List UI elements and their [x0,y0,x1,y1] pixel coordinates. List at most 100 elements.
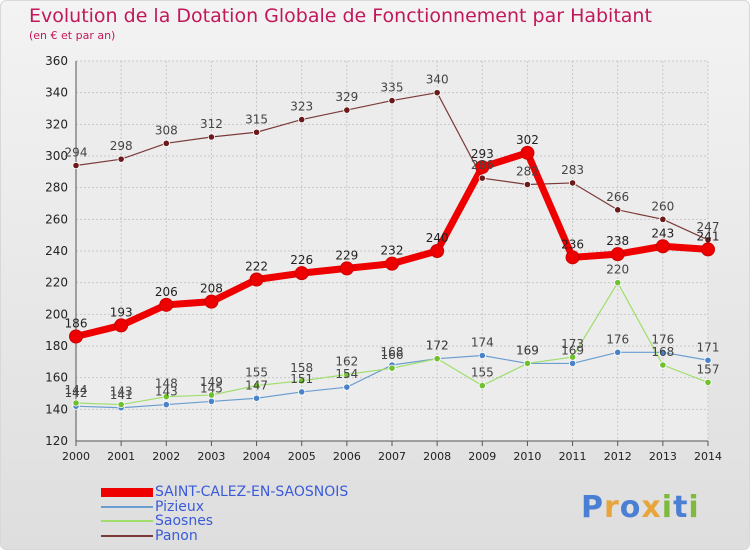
data-point [207,397,216,406]
data-point [433,89,441,97]
data-point [659,348,667,356]
x-tick-label: 2009 [468,450,496,463]
data-point [114,318,129,333]
y-tick-label: 120 [45,434,68,448]
data-label: 229 [335,248,358,262]
chart-title: Evolution de la Dotation Globale de Fonc… [29,5,652,27]
legend-label: SAINT-CALEZ-EN-SAOSNOIS [155,484,349,500]
data-label: 323 [290,100,313,114]
x-tick-label: 2003 [197,450,225,463]
x-tick-label: 2001 [107,450,135,463]
data-label: 241 [697,229,720,243]
data-point [659,215,667,223]
data-point [478,381,486,390]
data-point [117,400,125,409]
chart-subtitle: (en € et par an) [29,29,116,42]
y-tick-label: 200 [45,307,68,321]
data-point [252,381,261,390]
data-point [523,359,532,368]
data-point [343,370,351,379]
legend-swatch [101,520,153,522]
data-point [69,329,83,344]
data-point [430,244,445,258]
data-label: 335 [381,81,404,95]
data-label: 155 [471,366,494,380]
data-label: 171 [697,340,720,354]
data-label: 315 [245,112,268,126]
data-label: 155 [245,366,268,380]
x-tick-label: 2007 [378,450,406,463]
logo-letter: i [688,490,700,525]
logo-letter: o [619,490,642,525]
data-point [388,364,396,372]
data-label: 232 [381,244,404,258]
y-tick-label: 300 [45,149,68,163]
x-tick-label: 2002 [152,450,180,463]
data-label: 166 [381,348,404,362]
legend-swatch [101,505,153,508]
legend-label: Pizieux [155,498,205,515]
data-point [568,353,577,361]
data-point [475,160,490,175]
data-label: 283 [561,163,584,177]
x-tick-label: 2012 [604,450,632,463]
data-point [249,272,264,287]
data-point [565,250,580,265]
data-point [294,266,309,281]
data-point [159,297,174,312]
data-label: 266 [606,190,629,204]
data-point [568,179,577,187]
data-label: 168 [381,345,404,359]
data-point [610,247,625,262]
x-tick-label: 2014 [694,450,722,463]
data-label: 174 [471,336,494,350]
data-label: 143 [155,385,178,399]
data-label: 260 [651,199,674,213]
data-label: 141 [110,388,133,402]
data-point [298,377,306,385]
data-point [701,242,715,257]
y-tick-label: 260 [45,212,68,226]
data-point [298,115,306,124]
data-point [72,399,80,407]
data-point [614,206,622,214]
data-point [568,359,577,368]
data-label: 149 [200,375,223,389]
data-label: 151 [290,372,313,386]
data-point [162,139,170,147]
x-tick-label: 2008 [423,450,451,463]
data-point [478,351,486,360]
data-point [659,361,667,369]
data-point [614,279,622,287]
x-tick-label: 2005 [288,450,316,463]
logo-letter: x [641,490,662,525]
x-tick-label: 2010 [513,450,541,463]
data-point [252,128,261,136]
data-label: 329 [335,90,358,104]
data-point [433,355,441,363]
y-tick-label: 320 [45,117,68,131]
data-label: 168 [651,345,674,359]
data-point [343,383,351,391]
legend-label: Saosnes [155,513,214,529]
data-label: 302 [516,133,539,147]
data-label: 236 [561,237,584,251]
y-tick-label: 240 [45,244,68,258]
data-label: 286 [471,158,494,172]
data-label: 193 [110,305,133,319]
data-point [523,180,532,189]
y-tick-label: 140 [45,402,68,416]
logo-letter: r [604,490,620,525]
y-tick-label: 160 [45,371,68,385]
data-label: 145 [200,381,223,395]
data-point [72,161,80,170]
data-label: 158 [290,361,313,375]
data-label: 293 [471,147,494,161]
y-tick-label: 360 [45,54,68,68]
data-point [207,133,216,141]
data-label: 144 [65,383,88,397]
logo-letter: P [581,490,604,525]
data-label: 176 [651,332,674,346]
data-label: 176 [606,332,629,346]
